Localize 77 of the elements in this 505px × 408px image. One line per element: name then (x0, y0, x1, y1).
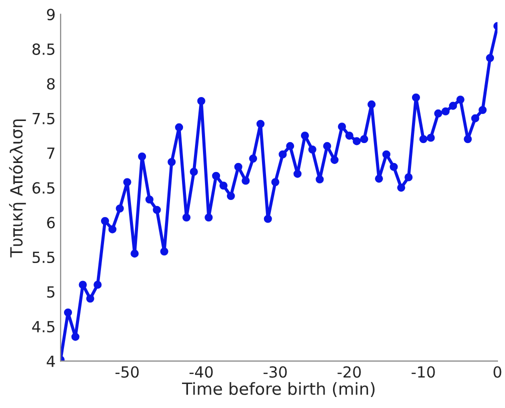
point (374, 174, 383, 183)
point (382, 150, 390, 158)
point (352, 137, 361, 146)
point (116, 204, 124, 213)
point (212, 172, 220, 180)
point (249, 154, 258, 163)
point (442, 107, 450, 116)
point (175, 123, 184, 132)
point (360, 135, 368, 144)
point (219, 182, 228, 190)
point (345, 132, 354, 140)
point (338, 122, 346, 131)
point (94, 280, 102, 289)
point (286, 142, 294, 150)
x-tick-label: -10 (412, 366, 435, 378)
y-axis-title: Τυπική Απόκλιση (9, 119, 26, 258)
x-tick-label: -20 (338, 366, 361, 378)
x-tick-label: -50 (116, 366, 139, 378)
point (278, 150, 287, 158)
point (204, 213, 213, 222)
y-tick-label: 4 (46, 356, 55, 367)
point (330, 156, 339, 164)
y-tick-label: 9 (46, 8, 55, 20)
point (264, 214, 272, 223)
point (419, 135, 428, 144)
point (471, 114, 480, 122)
point (152, 206, 161, 214)
point (168, 158, 176, 166)
x-tick-label: -30 (264, 366, 287, 378)
point (86, 294, 94, 303)
point (456, 96, 464, 104)
point (64, 308, 72, 317)
point (300, 132, 309, 140)
point (197, 96, 206, 106)
point (160, 247, 168, 256)
point (108, 225, 116, 234)
point (138, 152, 146, 160)
point (100, 216, 110, 225)
point (226, 192, 235, 200)
point (448, 102, 458, 110)
point (182, 213, 190, 222)
point (316, 175, 324, 184)
point (256, 120, 265, 128)
y-tick-label: 7.5 (32, 112, 54, 124)
point (426, 134, 435, 142)
point (478, 106, 487, 114)
point (404, 173, 413, 182)
point (293, 170, 302, 178)
point (397, 184, 406, 192)
point (412, 93, 420, 102)
y-tick-label: 4.5 (32, 321, 54, 332)
point (71, 332, 80, 341)
point (242, 176, 250, 185)
point (308, 146, 316, 154)
point (368, 100, 376, 108)
y-tick-label: 6.5 (32, 182, 54, 194)
y-tick-label: 7 (47, 148, 54, 159)
y-tick-label: 5 (47, 286, 54, 298)
point (271, 178, 280, 186)
x-tick-label: 0 (494, 366, 502, 378)
point (434, 109, 442, 118)
point (190, 168, 198, 176)
y-tick-label: 5.5 (32, 252, 54, 264)
y-tick-label: 8.5 (32, 43, 54, 55)
point (123, 178, 132, 186)
point (234, 162, 242, 171)
point (464, 135, 472, 144)
y-tick-label: 6 (47, 216, 55, 228)
y-tick-label: 8 (47, 78, 55, 90)
point (145, 195, 154, 204)
x-axis-title: Time before birth (min) (182, 382, 375, 397)
point (130, 250, 139, 258)
x-tick-label: -40 (190, 366, 213, 378)
point (323, 142, 332, 150)
point (78, 280, 87, 289)
point (486, 54, 494, 62)
point (390, 162, 398, 171)
